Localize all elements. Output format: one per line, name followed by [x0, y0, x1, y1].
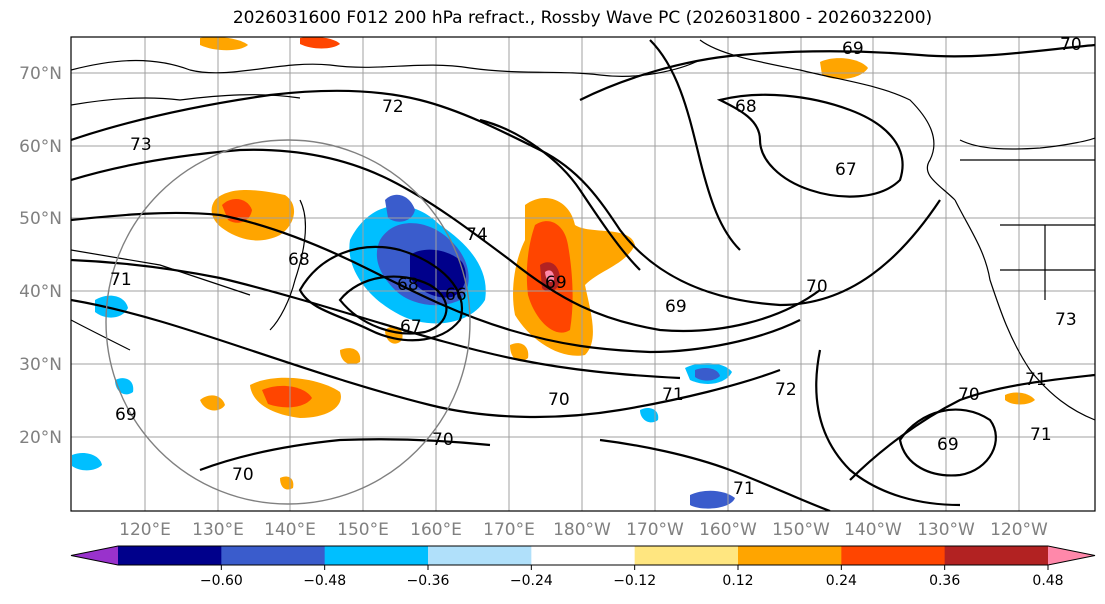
contour-label: 70: [432, 430, 454, 450]
shading-layer: [72, 37, 1035, 509]
contour-label: 70: [1060, 35, 1082, 55]
colorbar-segment: [118, 546, 222, 565]
colorbar-tick-label: 0.24: [826, 573, 857, 589]
lon-label: 150°E: [337, 520, 389, 540]
lon-label: 150°W: [772, 520, 830, 540]
negative-anomaly-region: [385, 194, 415, 222]
negative-anomaly-region: [410, 249, 466, 298]
positive-anomaly-region: [340, 348, 361, 365]
colorbar-tick-label: −0.48: [303, 573, 346, 589]
colorbar-tick-label: −0.36: [407, 573, 450, 589]
lat-label: 20°N: [19, 428, 62, 448]
contour-label: 70: [958, 385, 980, 405]
lon-label: 170°W: [626, 520, 684, 540]
contour-label: 70: [806, 277, 828, 297]
contour-label: 67: [400, 317, 422, 337]
positive-anomaly-region: [200, 395, 225, 411]
colorbar-segment: [428, 546, 532, 565]
negative-anomaly-region: [695, 368, 720, 381]
positive-anomaly-region: [510, 343, 529, 362]
colorbar-tick-label: 0.36: [929, 573, 960, 589]
positive-anomaly-region: [200, 37, 248, 51]
colorbar-segment: [841, 546, 946, 565]
colorbar-tick-label: 0.48: [1032, 573, 1063, 589]
negative-anomaly-region: [72, 453, 102, 471]
lon-label: 160°E: [410, 520, 462, 540]
contour-lines: [71, 39, 1095, 511]
positive-anomaly-region: [1005, 392, 1035, 405]
contour-label: 69: [665, 297, 687, 317]
colorbar-tick-label: −0.60: [200, 573, 243, 589]
negative-anomaly-region: [95, 295, 128, 318]
lon-label: 130°E: [192, 520, 244, 540]
contour-label: 71: [110, 270, 132, 290]
colorbar-segment: [738, 546, 842, 565]
negative-anomaly-region: [690, 490, 735, 509]
contour-label: 66: [445, 285, 467, 305]
contour-label: 71: [733, 479, 755, 499]
contour-label: 67: [835, 160, 857, 180]
latitude-labels: 70°N 60°N 50°N 40°N 30°N 20°N: [19, 64, 62, 448]
longitude-labels: 120°E 130°E 140°E 150°E 160°E 170°E 180°…: [119, 520, 1048, 540]
colorbar-tick-label: −0.12: [613, 573, 656, 589]
lat-label: 60°N: [19, 137, 62, 157]
lon-label: 130°W: [917, 520, 975, 540]
lat-label: 40°N: [19, 282, 62, 302]
contour-label: 71: [662, 385, 684, 405]
contour-label: 72: [382, 97, 404, 117]
contour-label: 71: [1030, 425, 1052, 445]
lon-label: 180°W: [553, 520, 611, 540]
lon-label: 140°E: [264, 520, 316, 540]
colorbar-extend-left: [71, 546, 118, 565]
colorbar-outline: [70, 545, 1096, 566]
coastlines: [71, 39, 1095, 421]
lat-label: 30°N: [19, 355, 62, 375]
contour-label: 70: [232, 465, 254, 485]
map-frame: [70, 36, 1096, 512]
colorbar-segment: [221, 546, 326, 565]
lon-label: 120°E: [119, 520, 171, 540]
colorbar-tick-label: −0.24: [510, 573, 553, 589]
colorbar-tick-label: 0.12: [722, 573, 753, 589]
lat-label: 50°N: [19, 209, 62, 229]
contour-label: 74: [466, 225, 488, 245]
contour-label: 68: [397, 275, 419, 295]
contour-label: 69: [545, 273, 567, 293]
positive-anomaly-region: [262, 385, 312, 408]
lon-label: 140°W: [844, 520, 902, 540]
positive-anomaly-region: [820, 58, 868, 80]
contour-label: 72: [775, 380, 797, 400]
colorbar-extend-right: [1048, 546, 1095, 565]
contour-label: 73: [130, 135, 152, 155]
positive-anomaly-region: [545, 270, 555, 282]
contour-label-group: 69 70 72 73 68 67 71 69 70 71 72 73 68 6…: [110, 35, 1082, 499]
contour-label: 69: [842, 39, 864, 59]
contour-label: 73: [1055, 310, 1077, 330]
negative-anomaly-region: [640, 408, 659, 423]
positive-anomaly-region: [300, 37, 340, 49]
contour-label: 70: [548, 390, 570, 410]
lon-label: 170°E: [483, 520, 535, 540]
contour-label: 69: [115, 405, 137, 425]
contour-label: 68: [735, 97, 757, 117]
wave-packet-circle: [105, 139, 471, 505]
colorbar-segment: [531, 546, 636, 565]
lon-label: 120°W: [990, 520, 1048, 540]
lat-label: 70°N: [19, 64, 62, 84]
map-title: 2026031600 F012 200 hPa refract., Rossby…: [232, 8, 933, 28]
lon-label: 160°W: [699, 520, 757, 540]
colorbar-segment: [634, 546, 739, 565]
colorbar: −0.60 −0.48 −0.36 −0.24 −0.12 0.12 0.24 0.36 0.4…: [70, 545, 1096, 589]
colorbar-segment: [324, 546, 429, 565]
contour-label: 68: [288, 250, 310, 270]
colorbar-segment: [944, 546, 1049, 565]
contour-label: 71: [1025, 370, 1047, 390]
contour-label: 69: [937, 435, 959, 455]
